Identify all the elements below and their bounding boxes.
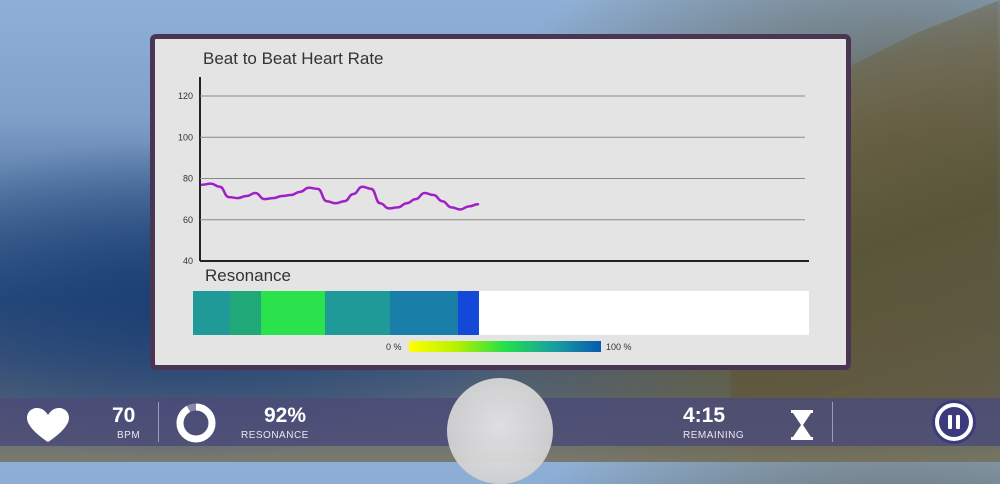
resonance-value: 92% xyxy=(264,404,307,427)
resonance-segment xyxy=(390,291,458,335)
resonance-segment xyxy=(229,291,261,335)
y-tick-label: 100 xyxy=(178,132,193,142)
scale-min-label: 0 % xyxy=(386,342,402,352)
heart-rate-line xyxy=(200,182,480,211)
chart-title: Beat to Beat Heart Rate xyxy=(203,49,384,68)
breath-pacer-button[interactable] xyxy=(447,378,553,484)
resonance-segment xyxy=(457,291,480,335)
divider xyxy=(832,402,833,442)
resonance-strip xyxy=(193,291,809,335)
resonance-scale: 0 % 100 % xyxy=(193,339,809,353)
remaining-value: 4:15 xyxy=(683,404,726,427)
resonance-segment xyxy=(325,291,391,335)
resonance-segment xyxy=(193,291,230,335)
scale-max-label: 100 % xyxy=(606,342,632,352)
y-tick-label: 120 xyxy=(178,91,193,101)
hourglass-icon xyxy=(791,410,813,440)
y-tick-label: 80 xyxy=(183,174,193,184)
pause-icon xyxy=(939,407,969,437)
bpm-value: 70 xyxy=(112,404,136,427)
heart-rate-chart: 40 60 80 100 120 xyxy=(178,77,809,266)
resonance-title: Resonance xyxy=(205,266,292,285)
remaining-label: REMAINING xyxy=(683,430,745,441)
pause-button[interactable] xyxy=(932,400,976,444)
heart-icon xyxy=(27,408,69,442)
heart-rate-panel: Beat to Beat Heart Rate 40 60 80 100 120 Res… xyxy=(150,34,851,370)
scale-gradient-bar xyxy=(409,341,601,352)
bpm-label: BPM xyxy=(117,430,141,441)
y-tick-label: 40 xyxy=(183,256,193,266)
divider xyxy=(158,402,159,442)
y-tick-label: 60 xyxy=(183,215,193,225)
progress-ring-icon xyxy=(176,403,216,443)
resonance-segment xyxy=(260,291,326,335)
resonance-label: RESONANCE xyxy=(241,430,309,441)
